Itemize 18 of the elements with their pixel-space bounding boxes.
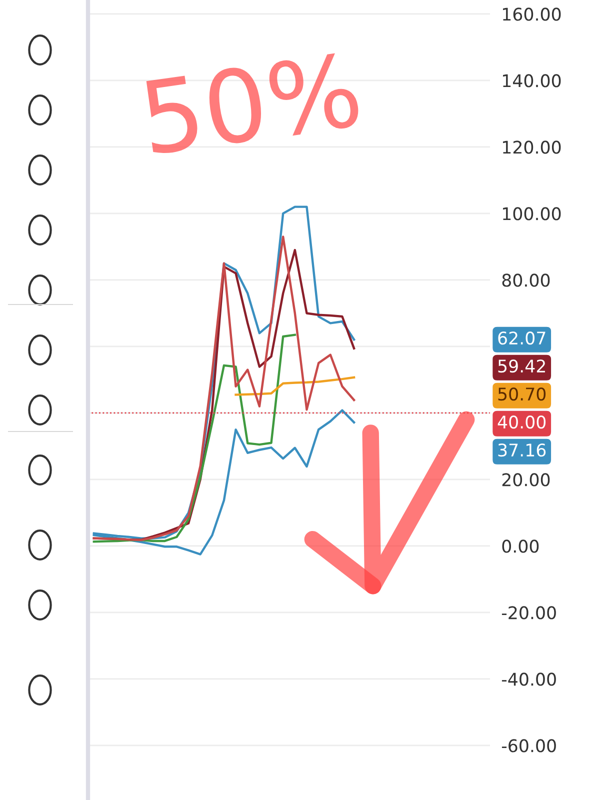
y-tick-label: 160.00 xyxy=(503,8,561,21)
annotation: 50% xyxy=(143,51,361,156)
y-tick-label: 20.00 xyxy=(502,473,550,486)
text: 50.70 xyxy=(498,387,546,401)
y-tick-label: 120.00 xyxy=(503,140,561,154)
y-tick-label: 100.00 xyxy=(503,207,561,220)
text: 62.07 xyxy=(498,331,546,345)
y-tick-label: -40.00 xyxy=(502,672,556,686)
y-tick-label: -20.00 xyxy=(502,606,556,620)
line-series xyxy=(234,376,356,396)
y-tick-label: -60.00 xyxy=(502,739,556,752)
text: 59.42 xyxy=(498,359,545,373)
y-tick-label: 0.00 xyxy=(502,540,539,553)
y-tick-label: 80.00 xyxy=(502,274,550,287)
text: 37.16 xyxy=(498,443,546,457)
ref-line-label: 40.00 xyxy=(498,415,546,429)
y-tick-label: 140.00 xyxy=(503,74,561,88)
line-series xyxy=(92,334,296,543)
